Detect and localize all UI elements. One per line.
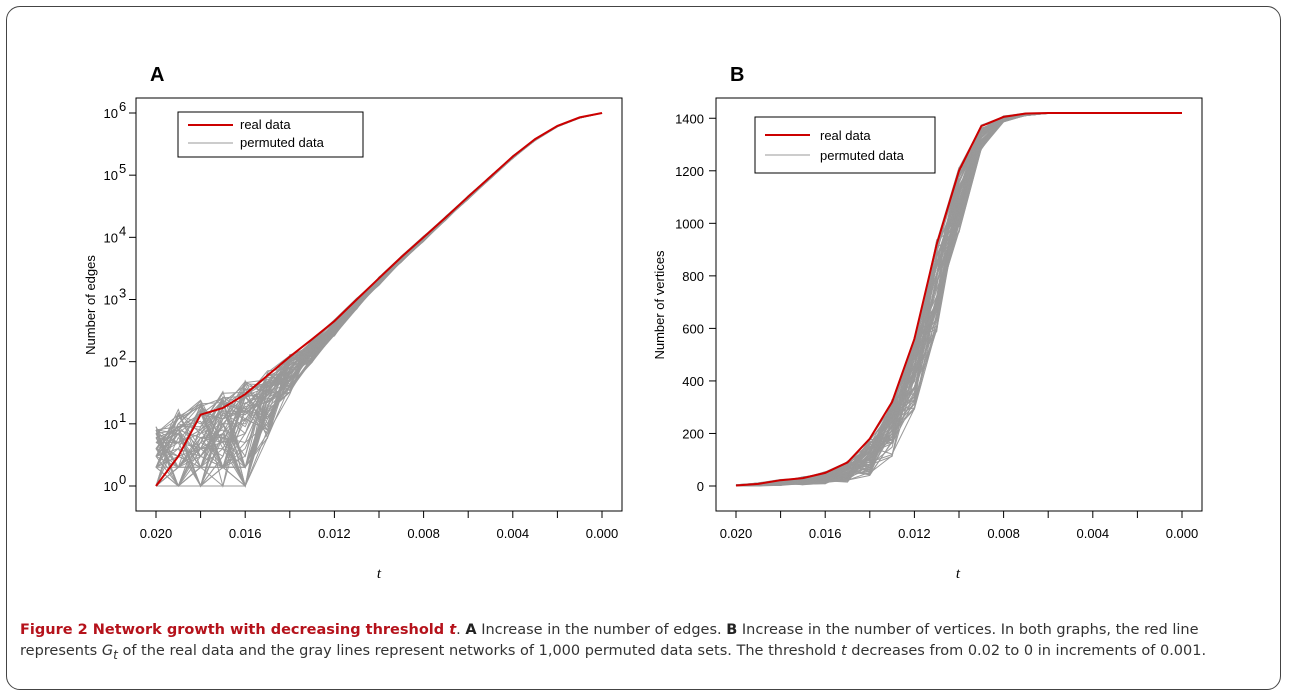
panel-b-x-tick-label: 0.020	[720, 526, 753, 541]
panel-b-x-tick-label: 0.004	[1077, 526, 1110, 541]
caption-title-var: t	[449, 622, 457, 638]
panel-a-y-tick-label: 10	[104, 168, 118, 183]
panel-a-real-line	[155, 112, 603, 487]
caption-b-text: Increase in the number of vertices. In b…	[20, 622, 1199, 659]
panel-b-y-tick-label: 1400	[675, 111, 704, 126]
panel-b-x-tick-label: 0.012	[898, 526, 931, 541]
panel-b-y-tick-label: 0	[697, 479, 704, 494]
panel-a-y-tick-exponent: 3	[119, 286, 126, 301]
panel-a-xlabel: t	[377, 566, 382, 582]
panel-b-legend-real-label: real data	[820, 128, 871, 143]
panel-b-x-tick-label: 0.008	[987, 526, 1020, 541]
caption-g: G	[101, 643, 114, 659]
panel-a-y-tick-label: 10	[104, 479, 118, 494]
panel-a-real-data-line	[155, 112, 603, 487]
caption-title: Network growth with decreasing threshold	[92, 622, 450, 638]
panel-b-y-tick-label: 400	[682, 374, 704, 389]
panel-b-y-tick-label: 1000	[675, 216, 704, 231]
panel-b-y-tick-label: 800	[682, 269, 704, 284]
panel-a-ylabel: Number of edges	[83, 255, 98, 355]
panel-a-y-tick-exponent: 2	[119, 348, 126, 363]
panel-a-permuted-line	[155, 112, 603, 435]
panel-a-y-tick-label: 10	[104, 293, 118, 308]
figure-caption: Figure 2 Network growth with decreasing …	[20, 622, 1207, 662]
panel-a-y-tick-exponent: 4	[119, 223, 126, 238]
caption-end: decreases from 0.02 to 0 in increments o…	[846, 643, 1207, 659]
panel-a-y-tick-exponent: 0	[119, 472, 126, 487]
panel-b-legend-perm-label: permuted data	[820, 148, 905, 163]
caption-a-text: Increase in the number of edges.	[476, 622, 727, 638]
panel-b-xlabel: t	[956, 566, 961, 582]
panel-a-y-tick-label: 10	[104, 106, 118, 121]
panel-a-letter: A	[150, 64, 164, 86]
caption-b-letter: B	[726, 622, 738, 638]
panel-a-x-tick-label: 0.008	[407, 526, 440, 541]
panel-b-real-line	[735, 112, 1182, 487]
panel-b-legend: real data permuted data	[754, 116, 936, 174]
panel-b-x-tick-label: 0.016	[809, 526, 842, 541]
panel-a-x-tick-label: 0.004	[497, 526, 530, 541]
panel-b: B 0.020 0.016 0.012 0.008 0.004 0.000 0 200 400 6…	[652, 64, 1203, 582]
panel-b-y-tick-label: 1200	[675, 164, 704, 179]
panel-a-legend-box	[177, 111, 364, 158]
panel-a-y-tick-label: 10	[104, 230, 118, 245]
caption-rest: of the real data and the gray lines repr…	[117, 643, 841, 659]
panel-a-permuted-line	[156, 112, 603, 488]
panel-b-axes: 0.020 0.016 0.012 0.008 0.004 0.000 0 200 400 600…	[675, 111, 1198, 541]
panel-a-y-tick-exponent: 1	[119, 410, 126, 425]
panel-a-permuted-lines	[155, 112, 603, 488]
panel-a-y-tick-exponent: 6	[119, 99, 126, 114]
panel-b-legend-box	[754, 116, 936, 174]
panel-a-legend-perm-label: permuted data	[240, 135, 325, 150]
panel-a-x-tick-label: 0.020	[140, 526, 173, 541]
caption-g-sub: t	[113, 647, 118, 662]
panel-b-real-data-line	[735, 112, 1182, 487]
panel-a-legend-real-label: real data	[240, 117, 291, 132]
caption-label: Figure 2	[20, 622, 88, 638]
panel-b-x-tick-label: 0.000	[1166, 526, 1199, 541]
panel-a-x-tick-label: 0.016	[229, 526, 262, 541]
panel-a-legend: real data permuted data	[177, 111, 364, 158]
panel-b-y-tick-label: 200	[682, 426, 704, 441]
panel-b-y-tick-label: 600	[682, 321, 704, 336]
panel-a-x-tick-label: 0.012	[318, 526, 351, 541]
panel-a-y-tick-label: 10	[104, 417, 118, 432]
panel-a-y-tick-exponent: 5	[119, 161, 126, 176]
panel-b-ylabel: Number of vertices	[652, 250, 667, 360]
panel-b-letter: B	[730, 64, 744, 86]
caption-t: t	[840, 643, 847, 659]
caption-a-letter: A	[465, 622, 477, 638]
panel-a-y-tick-label: 10	[104, 355, 118, 370]
panel-a-x-tick-label: 0.000	[586, 526, 619, 541]
